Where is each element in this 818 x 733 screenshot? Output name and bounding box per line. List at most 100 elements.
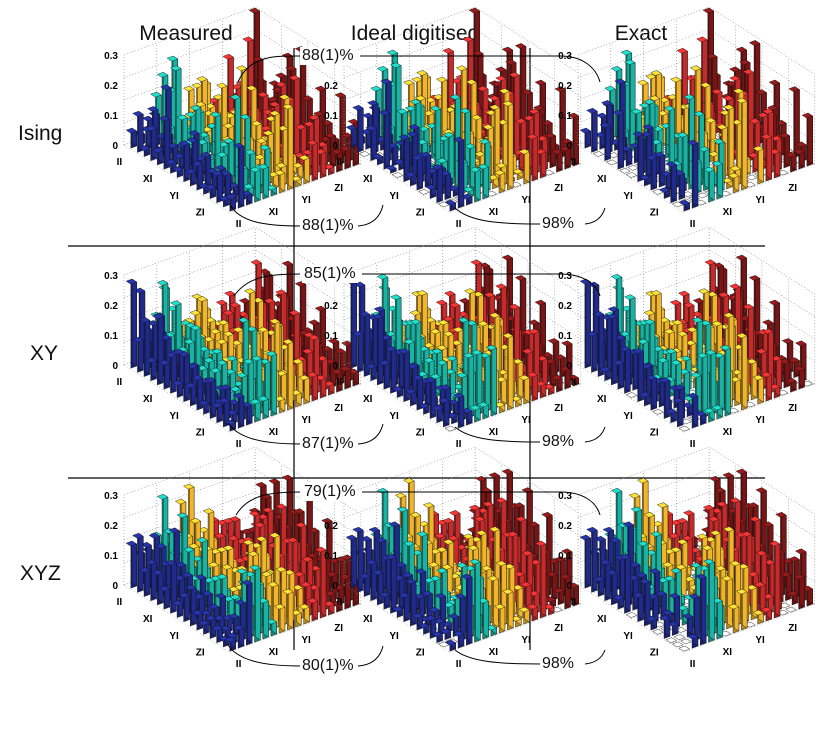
bar	[273, 169, 286, 194]
bar-side-face	[494, 104, 501, 180]
x-tick-label: XI	[597, 174, 607, 185]
bar-side-face	[288, 103, 294, 189]
bar-top-face	[316, 141, 328, 148]
y-tick-label: ZI	[554, 403, 563, 414]
y-tick-label: ZI	[334, 183, 343, 194]
z-tick-label: 0.2	[104, 301, 118, 312]
bar-side-face	[748, 68, 754, 160]
grid-line	[577, 6, 815, 75]
bar-side-face	[550, 132, 556, 167]
z-tick-label: 0.1	[104, 111, 118, 122]
x-tick-label: II	[337, 157, 343, 168]
bar-side-face	[435, 105, 441, 176]
x-tick-label: II	[337, 377, 343, 388]
bar-side-face	[184, 351, 190, 400]
bar-side-face	[274, 110, 281, 180]
bar-side-face	[807, 112, 813, 165]
bar-side-face	[391, 345, 397, 392]
bar	[625, 172, 638, 178]
bar-side-face	[138, 336, 144, 371]
bar-side-face	[671, 161, 677, 201]
y-tick-label: XI	[723, 207, 733, 218]
bar-side-face	[475, 166, 481, 201]
y-tick-label: ZI	[334, 403, 343, 414]
bar-side-face	[638, 131, 644, 180]
bar-top-face	[222, 122, 235, 129]
bar-side-face	[532, 133, 538, 180]
bar-top-face	[257, 91, 269, 98]
y-tick-label: ZI	[554, 183, 563, 194]
y-tick-label: YI	[521, 195, 531, 206]
z-tick-label: 0.1	[324, 331, 338, 342]
bar-side-face	[758, 145, 764, 183]
bar-side-face	[417, 154, 423, 189]
bar-top-face	[278, 94, 291, 100]
bar-side-face	[659, 151, 666, 186]
bar-side-face	[371, 125, 377, 159]
bar-side-face	[766, 133, 772, 180]
x-tick-label: ZI	[416, 428, 425, 439]
bar-top-face	[245, 85, 258, 91]
z-tick-label: 0	[332, 141, 338, 152]
bar-side-face	[131, 278, 137, 367]
y-tick-label: XI	[269, 207, 279, 218]
bar-top-face	[301, 95, 313, 102]
bar-top-face	[248, 7, 261, 14]
x-tick-label: XI	[363, 394, 373, 405]
bar-side-face	[508, 100, 514, 189]
bar	[222, 53, 234, 120]
z-tick-label: 0.1	[104, 331, 118, 342]
bar-top-face	[308, 114, 320, 121]
bar	[306, 139, 319, 182]
grid-line	[577, 226, 815, 295]
x-tick-label: ZI	[416, 208, 425, 219]
row-header-ising: Ising	[18, 122, 63, 145]
row-header-xy: XY	[30, 342, 59, 365]
bar-side-face	[184, 140, 190, 180]
x-tick-label: ZI	[650, 208, 659, 219]
bar-side-face	[514, 71, 520, 160]
bar-side-face	[288, 338, 294, 409]
y-tick-label: II	[690, 219, 696, 230]
z-tick-label: 0.2	[104, 81, 118, 92]
bar-top-face	[216, 82, 228, 89]
bar	[444, 425, 457, 432]
bar	[579, 127, 592, 149]
bar-side-face	[151, 125, 157, 159]
bar	[282, 103, 294, 191]
y-tick-label: YI	[521, 415, 531, 426]
bar	[331, 148, 343, 173]
bar-top-face	[275, 162, 287, 169]
bar-top-face	[275, 81, 287, 88]
bar-side-face	[171, 351, 177, 392]
bar-side-face	[417, 374, 423, 409]
bar-side-face	[651, 154, 657, 189]
bar	[125, 278, 138, 369]
z-tick-label: 0.2	[324, 81, 338, 92]
bar-top-face	[313, 110, 325, 117]
y-tick-label: II	[456, 219, 462, 230]
bar-side-face	[351, 278, 357, 367]
x-tick-label: II	[571, 157, 577, 168]
bar-top-face	[268, 110, 281, 117]
z-tick-label: 0	[332, 361, 338, 372]
bar-top-face	[331, 148, 343, 155]
bar-top-face	[259, 144, 271, 151]
bar-side-face	[754, 40, 761, 131]
bar-top-face	[314, 85, 327, 92]
bar-top-face	[323, 163, 335, 170]
bar-side-face	[618, 109, 624, 168]
bar-top-face	[183, 85, 195, 92]
bar-top-face	[291, 162, 304, 169]
bar-side-face	[312, 139, 318, 180]
bar-side-face	[483, 163, 489, 198]
x-tick-label: XI	[143, 174, 153, 185]
grid-line	[343, 226, 581, 295]
x-tick-label: YI	[389, 411, 399, 422]
bar	[314, 148, 327, 179]
bar-top-face	[324, 132, 337, 139]
bar-top-face	[321, 119, 333, 126]
